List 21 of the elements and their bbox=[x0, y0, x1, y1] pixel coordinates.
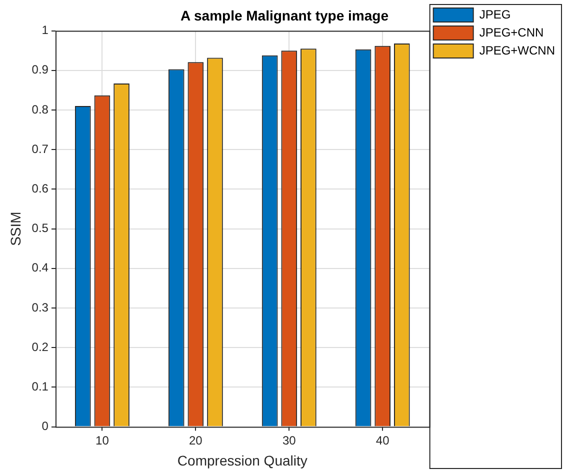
x-tick-label: 40 bbox=[376, 433, 390, 448]
y-tick-label: 0.3 bbox=[32, 300, 49, 314]
chart-title: A sample Malignant type image bbox=[180, 7, 389, 24]
y-tick-label: 0.5 bbox=[32, 221, 49, 236]
x-tick-label: 30 bbox=[282, 433, 296, 448]
y-tick-label: 0 bbox=[42, 419, 49, 434]
x-axis-title: Compression Quality bbox=[177, 452, 308, 468]
x-tick-label: 10 bbox=[96, 433, 110, 448]
y-tick-label: 0.2 bbox=[32, 340, 49, 354]
y-tick-label: 0.9 bbox=[32, 62, 49, 77]
y-tick-label: 0.8 bbox=[32, 102, 49, 116]
legend-label: JPEG+CNN bbox=[479, 25, 544, 40]
y-tick-label: 0.7 bbox=[32, 142, 49, 156]
x-tick-label: 20 bbox=[188, 433, 203, 448]
legend-label: JPEG bbox=[479, 7, 511, 22]
y-tick-label: 1 bbox=[42, 23, 49, 38]
legend-label: JPEG+WCNN bbox=[479, 43, 556, 58]
y-axis-title: SSIM bbox=[7, 212, 24, 246]
y-tick-label: 0.6 bbox=[32, 182, 49, 196]
y-tick-label: 0.1 bbox=[32, 380, 49, 394]
y-tick-label: 0.4 bbox=[32, 260, 49, 275]
